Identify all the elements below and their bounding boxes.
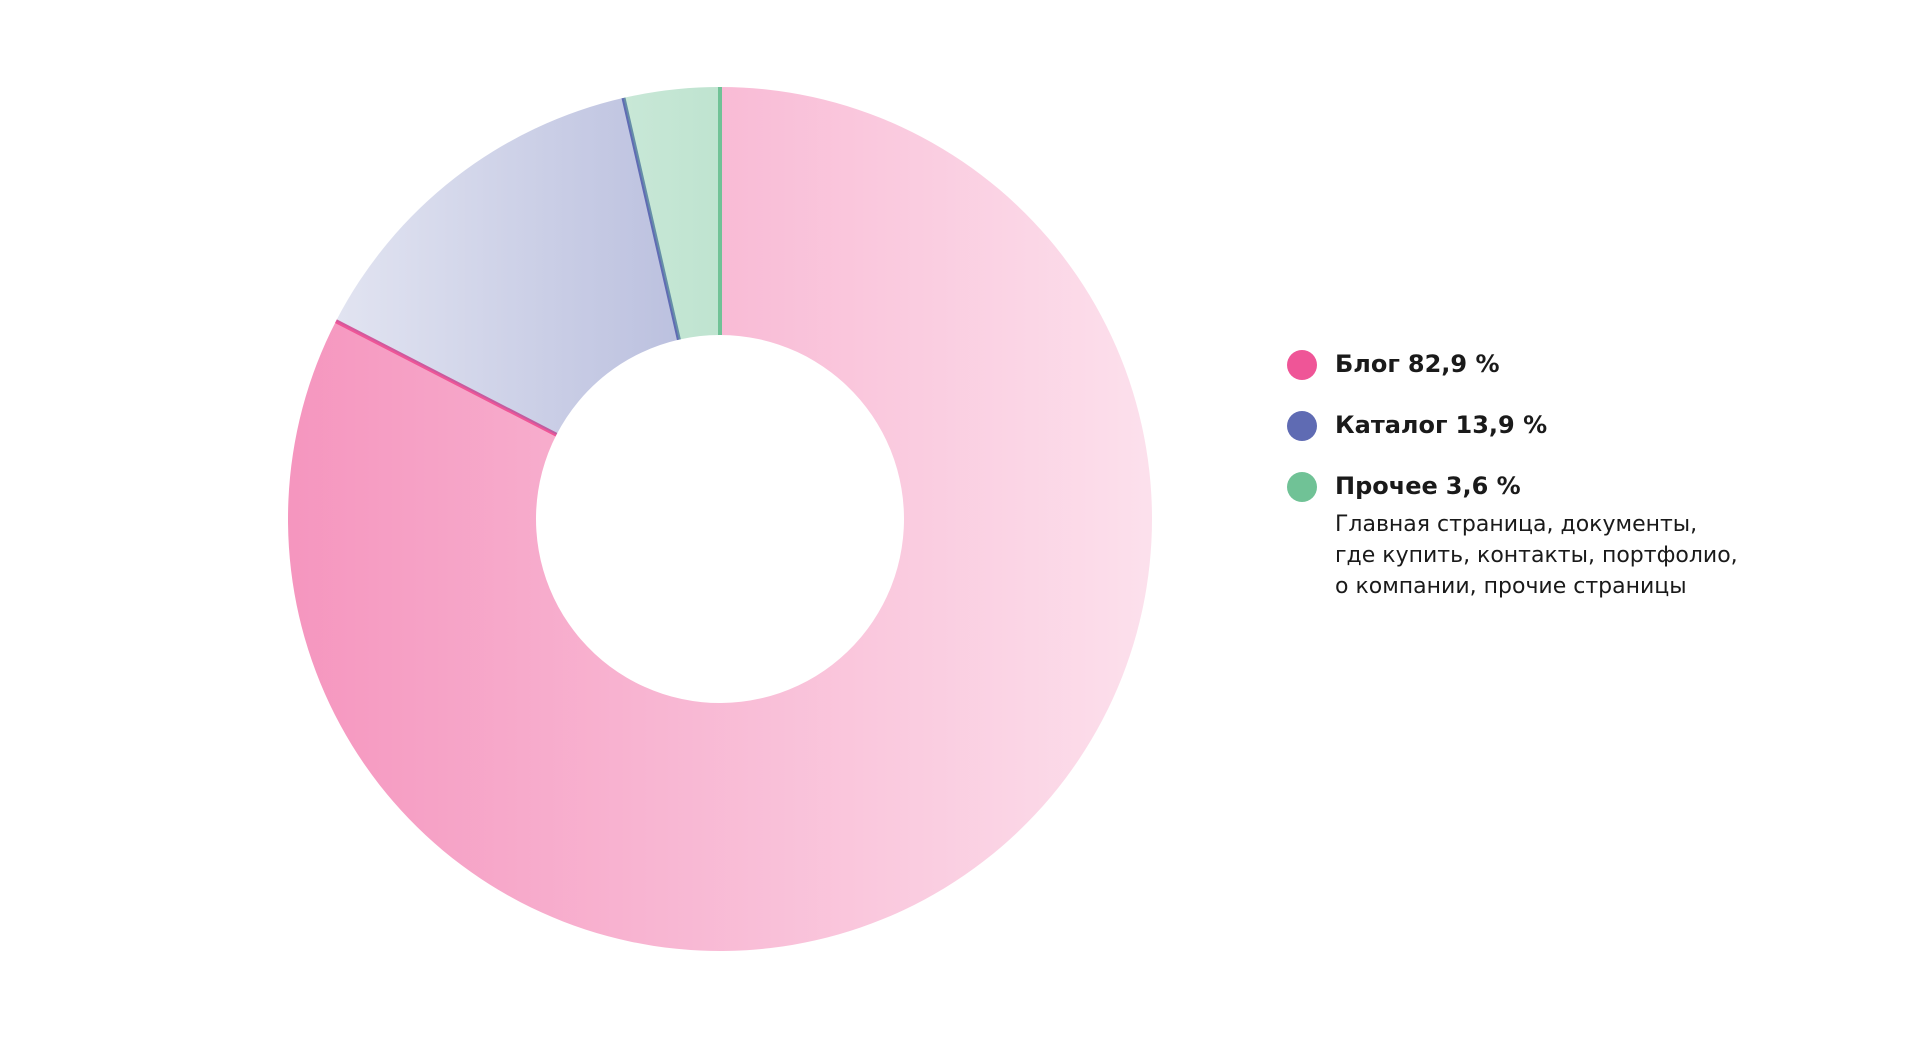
legend-label: Каталог 13,9 %: [1335, 411, 1547, 439]
legend-label: Блог 82,9 %: [1335, 350, 1500, 378]
donut-segment: [288, 87, 1153, 951]
annotation: где купить, контакты, портфолио,: [1335, 543, 1738, 568]
legend-dot: [1287, 472, 1317, 502]
donut-segment: [335, 97, 679, 435]
legend-dot: [1287, 350, 1317, 380]
legend-name: Блог: [1335, 350, 1400, 378]
legend-name: Каталог: [1335, 411, 1448, 439]
annotation: о компании, прочие страницы: [1335, 574, 1687, 599]
legend-value: 3,6 %: [1446, 472, 1521, 500]
annotation: Главная страница, документы,: [1335, 512, 1697, 537]
legend-value: 13,9 %: [1456, 411, 1548, 439]
legend-label: Прочее 3,6 %: [1335, 472, 1521, 500]
legend-name: Прочее: [1335, 472, 1438, 500]
legend-dot: [1287, 411, 1317, 441]
segment-edge: [335, 319, 558, 437]
legend-value: 82,9 %: [1408, 350, 1500, 378]
donut-segment: [623, 87, 720, 340]
